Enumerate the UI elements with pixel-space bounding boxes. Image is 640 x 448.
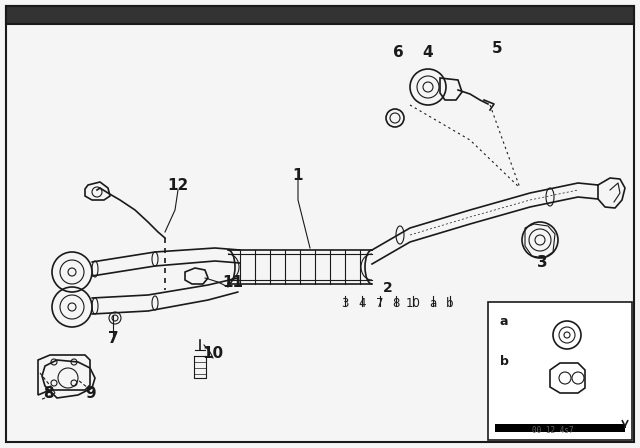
- Text: 12: 12: [168, 177, 189, 193]
- Bar: [488, 302, 632, 440]
- Text: b: b: [500, 355, 509, 368]
- Text: 10: 10: [202, 345, 223, 361]
- Text: 3: 3: [341, 297, 349, 310]
- Bar: [495, 424, 625, 432]
- Text: 7: 7: [376, 297, 384, 310]
- Text: a: a: [500, 315, 509, 328]
- Text: 2: 2: [383, 281, 393, 295]
- Text: a: a: [429, 297, 436, 310]
- Text: 11: 11: [223, 275, 243, 289]
- Text: 5: 5: [492, 40, 502, 56]
- Bar: [6, 6, 634, 24]
- Text: 8: 8: [392, 297, 400, 310]
- Text: 10: 10: [406, 297, 420, 310]
- Text: 7: 7: [108, 331, 118, 345]
- Text: 3: 3: [537, 254, 547, 270]
- Text: 4: 4: [422, 44, 433, 60]
- Text: 6: 6: [392, 44, 403, 60]
- Text: 00 12 4s7: 00 12 4s7: [532, 426, 574, 435]
- Text: 4: 4: [358, 297, 365, 310]
- Text: 8: 8: [43, 385, 53, 401]
- Text: 9: 9: [86, 385, 96, 401]
- Text: b: b: [446, 297, 454, 310]
- Text: 1: 1: [292, 168, 303, 182]
